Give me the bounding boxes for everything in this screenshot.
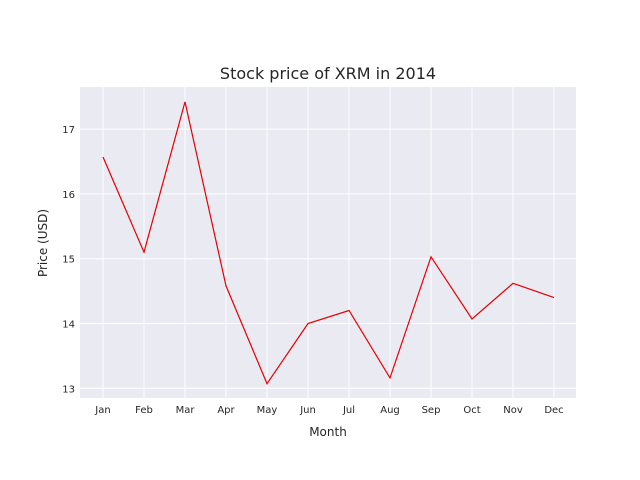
x-tick-label: Sep: [422, 405, 441, 416]
chart-title: Stock price of XRM in 2014: [220, 64, 436, 83]
x-tick-label: Nov: [503, 405, 523, 416]
y-tick-label: 14: [62, 319, 75, 330]
x-tick-labels: Jan Feb Mar Apr May Jun Jul Aug Sep Oct Nov Dec: [94, 405, 563, 416]
x-tick-label: Jul: [342, 405, 355, 416]
y-tick-label: 13: [62, 384, 75, 395]
x-tick-label: Dec: [544, 405, 563, 416]
x-tick-label: May: [257, 405, 278, 416]
price-series-line: [102, 101, 555, 385]
y-tick-label: 17: [62, 125, 75, 136]
grid-lines: [80, 87, 576, 398]
x-tick-label: Oct: [463, 405, 480, 416]
y-tick-label: 16: [62, 190, 75, 201]
y-axis-label: Price (USD): [36, 209, 50, 277]
x-tick-label: Aug: [380, 405, 400, 416]
x-tick-label: Jan: [94, 405, 110, 416]
plot-background: [80, 87, 576, 398]
x-tick-label: Jun: [299, 405, 316, 416]
x-tick-label: Feb: [135, 405, 153, 416]
x-axis-label: Month: [309, 425, 347, 439]
y-tick-label: 15: [62, 255, 75, 266]
y-tick-labels: 13 14 15 16 17: [62, 125, 75, 395]
x-tick-label: Apr: [217, 405, 235, 416]
x-tick-label: Mar: [176, 405, 196, 416]
